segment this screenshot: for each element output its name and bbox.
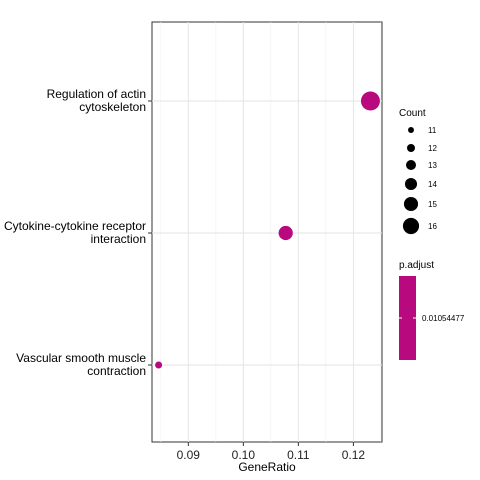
size-legend-label: 15 [428,200,437,209]
x-tick-label: 0.09 [177,448,201,462]
color-legend-label: 0.01054477 [422,314,465,323]
gridlines [152,22,382,442]
y-axis-ticks: Regulation of actin cytoskeleton Cytokine-… [4,87,152,378]
x-tick-label: 0.10 [232,448,256,462]
size-legend-key [407,144,415,152]
data-point [278,225,293,241]
size-legend-title: Count [399,108,426,119]
data-points [155,91,380,369]
size-legend-label: 11 [428,126,437,135]
plot-panel [151,21,383,443]
size-legend-label: 14 [428,180,437,189]
y-tick-label: Vascular smooth muscle contraction [16,351,146,378]
size-legend-key [404,177,418,191]
x-axis-ticks: 0.09 0.10 0.11 0.12 [177,442,366,462]
size-legend-label: 13 [428,161,437,170]
size-legend-key [405,159,417,171]
size-legend-key [402,217,420,235]
y-tick-label: Cytokine-cytokine receptor interaction [4,219,146,246]
data-point [155,361,163,369]
size-legend: 11 12 13 14 15 16 [402,126,437,235]
data-point [360,91,380,111]
color-legend-title: p.adjust [399,260,434,271]
x-axis-title: GeneRatio [238,460,296,474]
y-tick-label: Regulation of actin cytoskeleton [47,87,146,114]
size-legend-key [408,127,414,133]
size-legend-key [403,196,419,212]
size-legend-label: 16 [428,222,437,231]
size-legend-label: 12 [428,144,437,153]
color-legend-bar [399,276,416,360]
x-tick-label: 0.11 [287,448,310,462]
x-tick-label: 0.12 [342,448,366,462]
